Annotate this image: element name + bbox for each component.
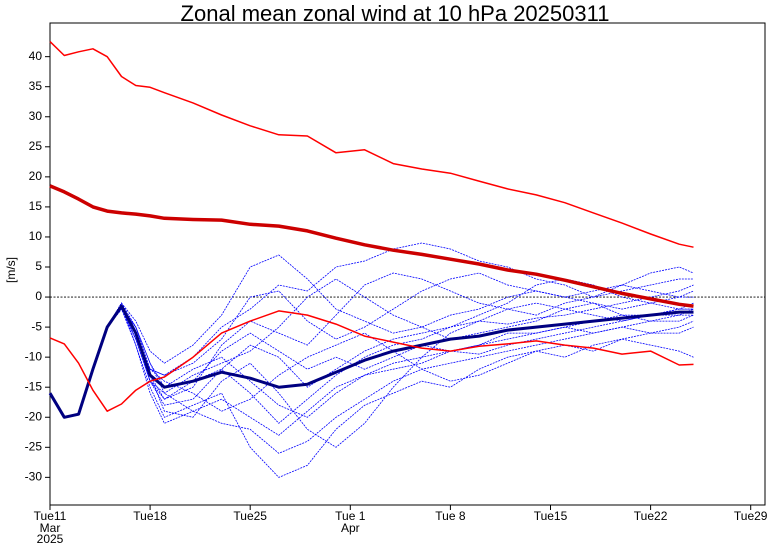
ensemble-member [49,272,694,418]
chart-title: Zonal mean zonal wind at 10 hPa 20250311 [181,1,610,26]
x-tick-label: Tue25 [233,509,267,523]
series-line [48,304,694,419]
x-tick-label: Tue15 [534,509,568,523]
y-tick-label: 40 [29,49,43,63]
y-tick-label: 35 [29,79,43,93]
x-tick-label: Tue11 [34,509,67,523]
x-tick-label: Tue 1 [335,509,366,523]
ensemble-member [49,305,694,454]
series-line [49,184,694,308]
x-tick-label: Tue29 [734,509,768,523]
x-tick-label: Tue18 [133,509,167,523]
x-sublabel: Mar [40,521,61,535]
y-tick-label: -25 [25,439,43,453]
y-tick-label: 0 [35,289,42,303]
series-line [49,41,694,248]
x-tick-label: Tue22 [634,509,668,523]
y-tick-label: 30 [29,109,43,123]
y-tick-label: -30 [25,470,43,484]
ensemble-member [49,302,694,448]
ensemble-member [49,254,694,418]
ensemble-member [49,278,694,424]
y-tick-label: -15 [25,379,43,393]
y-tick-label: 25 [29,139,43,153]
y-tick-label: 5 [35,259,42,273]
series-line [49,310,694,412]
x-sublabel: 2025 [37,532,64,546]
y-tick-label: -10 [25,349,43,363]
y-tick-label: -5 [31,319,42,333]
plot-frame [49,22,766,506]
x-tick-label: Tue 8 [435,509,466,523]
x-sublabel: Apr [341,521,360,535]
y-axis-label: [m/s] [4,257,18,283]
y-tick-label: 20 [29,169,43,183]
y-tick-label: -20 [25,409,43,423]
y-tick-label: 10 [29,229,43,243]
y-tick-label: 15 [29,199,43,213]
ensemble-member [49,242,694,418]
ensemble-member [49,308,694,478]
